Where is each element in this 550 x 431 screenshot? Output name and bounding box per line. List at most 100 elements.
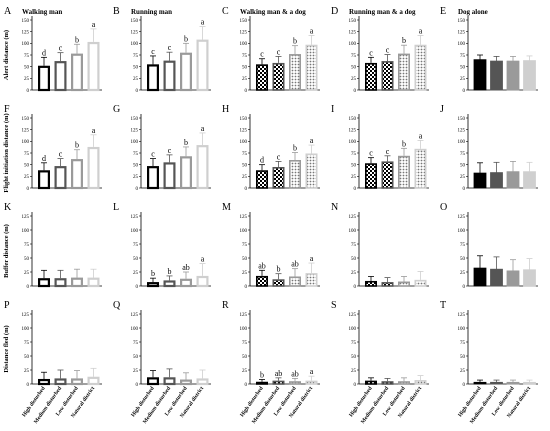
panel-d: D Running man & a dog 0 25 50 75 100 125 150 c c b a	[331, 6, 429, 94]
bar-3	[180, 52, 193, 92]
bar-2	[163, 162, 176, 190]
bar-2	[272, 279, 285, 287]
bar-2	[163, 377, 176, 386]
bar-1	[364, 163, 377, 189]
y-tick-label: 75	[133, 152, 139, 157]
bar-4	[414, 380, 427, 385]
significance-letter: c	[260, 50, 264, 59]
y-tick-label: 100	[22, 42, 30, 47]
bar-4	[305, 273, 318, 287]
y-tick-label: 0	[354, 89, 357, 94]
bar-4	[87, 41, 100, 92]
significance-letter: b	[75, 141, 79, 150]
panel-letter: G	[113, 104, 120, 115]
significance-letter: c	[168, 146, 172, 155]
bar-1	[255, 381, 268, 385]
panel-k: K 0 25 50 75 100 125 Buffer distance (m)	[3, 202, 102, 290]
y-tick-label: 0	[136, 89, 139, 94]
y-tick-label: 0	[136, 285, 139, 290]
y-tick-label: 150	[458, 117, 466, 122]
bar-1	[37, 170, 50, 190]
y-tick-label: 75	[460, 341, 466, 346]
y-tick-label: 0	[354, 285, 357, 290]
y-tick-label: 50	[351, 163, 357, 168]
y-tick-label: 150	[349, 19, 357, 24]
bar-4	[523, 381, 536, 385]
panel-n: N 0 25 50 75 100 125	[331, 202, 429, 290]
significance-letter: b	[402, 139, 406, 148]
bar-2	[54, 61, 67, 92]
significance-letter: b	[184, 34, 188, 43]
y-tick-label: 25	[351, 369, 357, 374]
bar-3	[397, 155, 410, 189]
significance-letter: b	[293, 37, 297, 46]
y-tick-label: 125	[22, 215, 30, 220]
y-tick-label: 25	[24, 77, 30, 82]
y-tick-label: 50	[351, 257, 357, 262]
y-tick-label: 50	[242, 65, 248, 70]
y-tick-label: 50	[133, 355, 139, 360]
y-tick-label: 75	[351, 243, 357, 248]
significance-letter: a	[92, 126, 96, 135]
bar-4	[305, 380, 318, 385]
significance-letter: b	[277, 265, 281, 274]
y-tick-label: 125	[458, 215, 466, 220]
panel-letter: A	[4, 6, 12, 17]
bar-2	[272, 62, 285, 91]
bar-1	[37, 378, 50, 386]
significance-letter: a	[310, 367, 314, 376]
y-tick-label: 75	[242, 152, 248, 157]
y-tick-label: 0	[463, 187, 466, 192]
significance-letter: ab	[291, 260, 299, 269]
y-tick-label: 0	[136, 383, 139, 388]
y-tick-label: 125	[240, 128, 248, 133]
y-tick-label: 75	[460, 54, 466, 59]
bar-3	[288, 160, 301, 189]
bar-3	[506, 381, 520, 385]
bar-4	[196, 145, 209, 190]
significance-letter: a	[310, 136, 314, 145]
y-tick-label: 75	[351, 341, 357, 346]
significance-letter: b	[168, 267, 172, 276]
y-tick-label: 75	[24, 54, 30, 59]
y-tick-label: 125	[131, 128, 139, 133]
y-tick-label: 150	[131, 117, 139, 122]
panel-l: L 0 25 50 75 100 125 b b ab a	[113, 202, 211, 290]
bar-2	[381, 161, 394, 189]
significance-letter: c	[369, 48, 373, 57]
bar-1	[255, 64, 268, 91]
bar-4	[87, 376, 100, 386]
bar-1	[473, 267, 487, 287]
bar-4	[196, 39, 209, 92]
significance-letter: c	[168, 43, 172, 52]
y-tick-label: 100	[349, 229, 357, 234]
bar-3	[180, 156, 193, 190]
y-tick-label: 75	[460, 152, 466, 157]
bar-3	[70, 277, 83, 288]
significance-letter: c	[277, 47, 281, 56]
y-tick-label: 150	[240, 117, 248, 122]
significance-letter: c	[386, 46, 390, 55]
y-tick-label: 0	[245, 187, 248, 192]
bar-3	[70, 53, 83, 92]
panel-title: Walking man & a dog	[240, 8, 306, 16]
y-tick-label: 125	[240, 215, 248, 220]
bar-2	[381, 282, 394, 287]
panel-title: Running man & a dog	[349, 8, 416, 16]
y-tick-label: 75	[133, 243, 139, 248]
y-tick-label: 50	[460, 65, 466, 70]
panel-letter: O	[440, 202, 447, 213]
panel-i: I 0 25 50 75 100 125 150 c c b a	[331, 104, 429, 192]
significance-letter: c	[369, 149, 373, 158]
significance-letter: ab	[182, 263, 190, 272]
panel-b: B Running man 0 25 50 75 100 125 150 c c b a	[113, 6, 211, 94]
bar-4	[414, 148, 427, 189]
y-tick-label: 25	[242, 175, 248, 180]
y-tick-label: 100	[458, 140, 466, 145]
panel-letter: F	[4, 104, 10, 115]
y-tick-label: 125	[240, 313, 248, 318]
y-tick-label: 125	[349, 313, 357, 318]
y-tick-label: 125	[349, 215, 357, 220]
